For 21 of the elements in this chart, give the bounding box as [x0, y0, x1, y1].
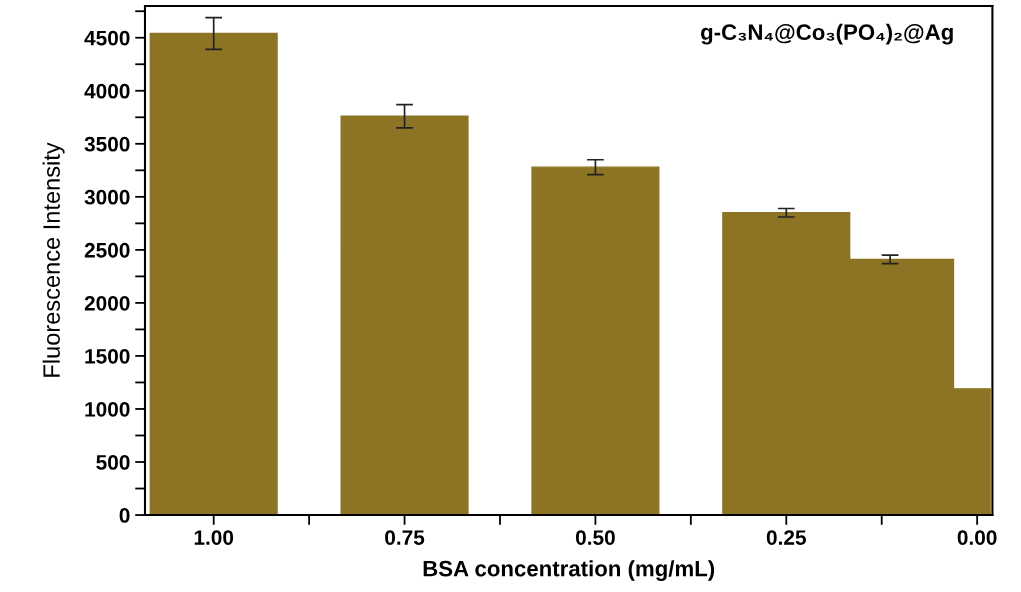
- x-tick-label: 0.00: [957, 530, 997, 545]
- bar: [531, 166, 660, 516]
- y-tick-label: 0: [119, 508, 130, 523]
- y-tick-label: 1500: [85, 348, 130, 364]
- x-axis-title: BSA concentration (mg/mL): [423, 560, 715, 581]
- bar: [340, 115, 469, 516]
- x-tick-label: 0.75: [385, 530, 425, 545]
- x-tick-label: 1.00: [194, 530, 234, 545]
- y-tick-label: 2500: [84, 242, 130, 258]
- annotation: g-C₃N₄@Co₃(PO₄)₂@Ag: [701, 23, 953, 45]
- y-tick-label: 4000: [84, 83, 130, 99]
- y-tick-label: 3000: [84, 189, 130, 205]
- y-tick-label: 1000: [85, 401, 130, 417]
- y-tick-label: 4500: [84, 30, 130, 46]
- y-tick-label: 2000: [84, 295, 130, 311]
- y-axis-title: Fluorescence Intensity: [42, 142, 65, 377]
- y-tick-label: 500: [96, 455, 130, 470]
- x-tick-label: 0.50: [575, 530, 615, 545]
- x-tick-label: 0.25: [766, 530, 806, 545]
- y-tick-label: 3500: [84, 136, 130, 152]
- bar: [149, 32, 278, 516]
